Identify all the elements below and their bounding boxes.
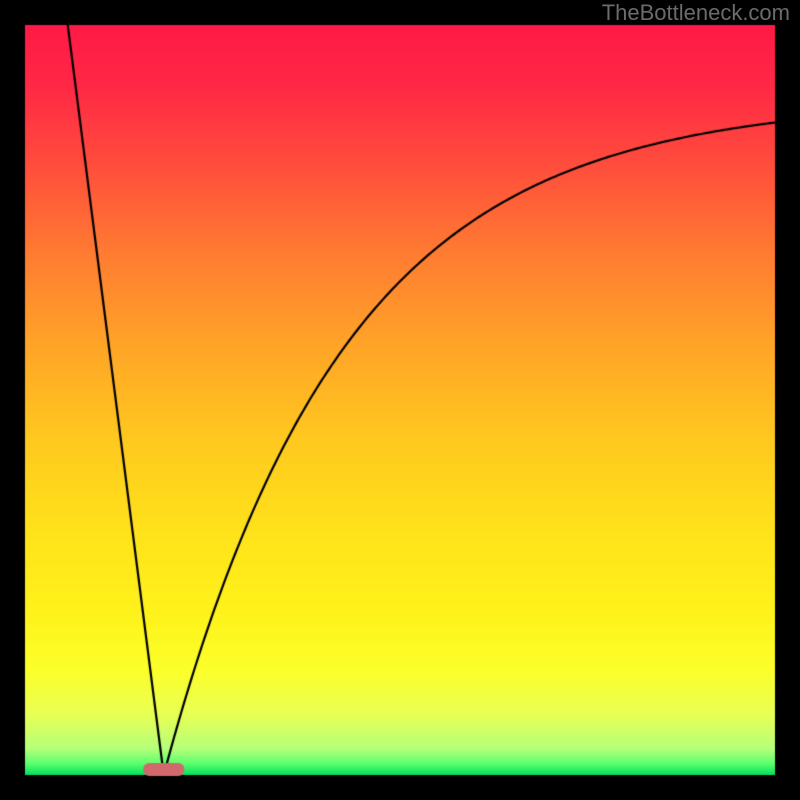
chart-container: TheBottleneck.com	[0, 0, 800, 800]
watermark-text: TheBottleneck.com	[602, 0, 790, 26]
bottleneck-chart-canvas	[0, 0, 800, 800]
